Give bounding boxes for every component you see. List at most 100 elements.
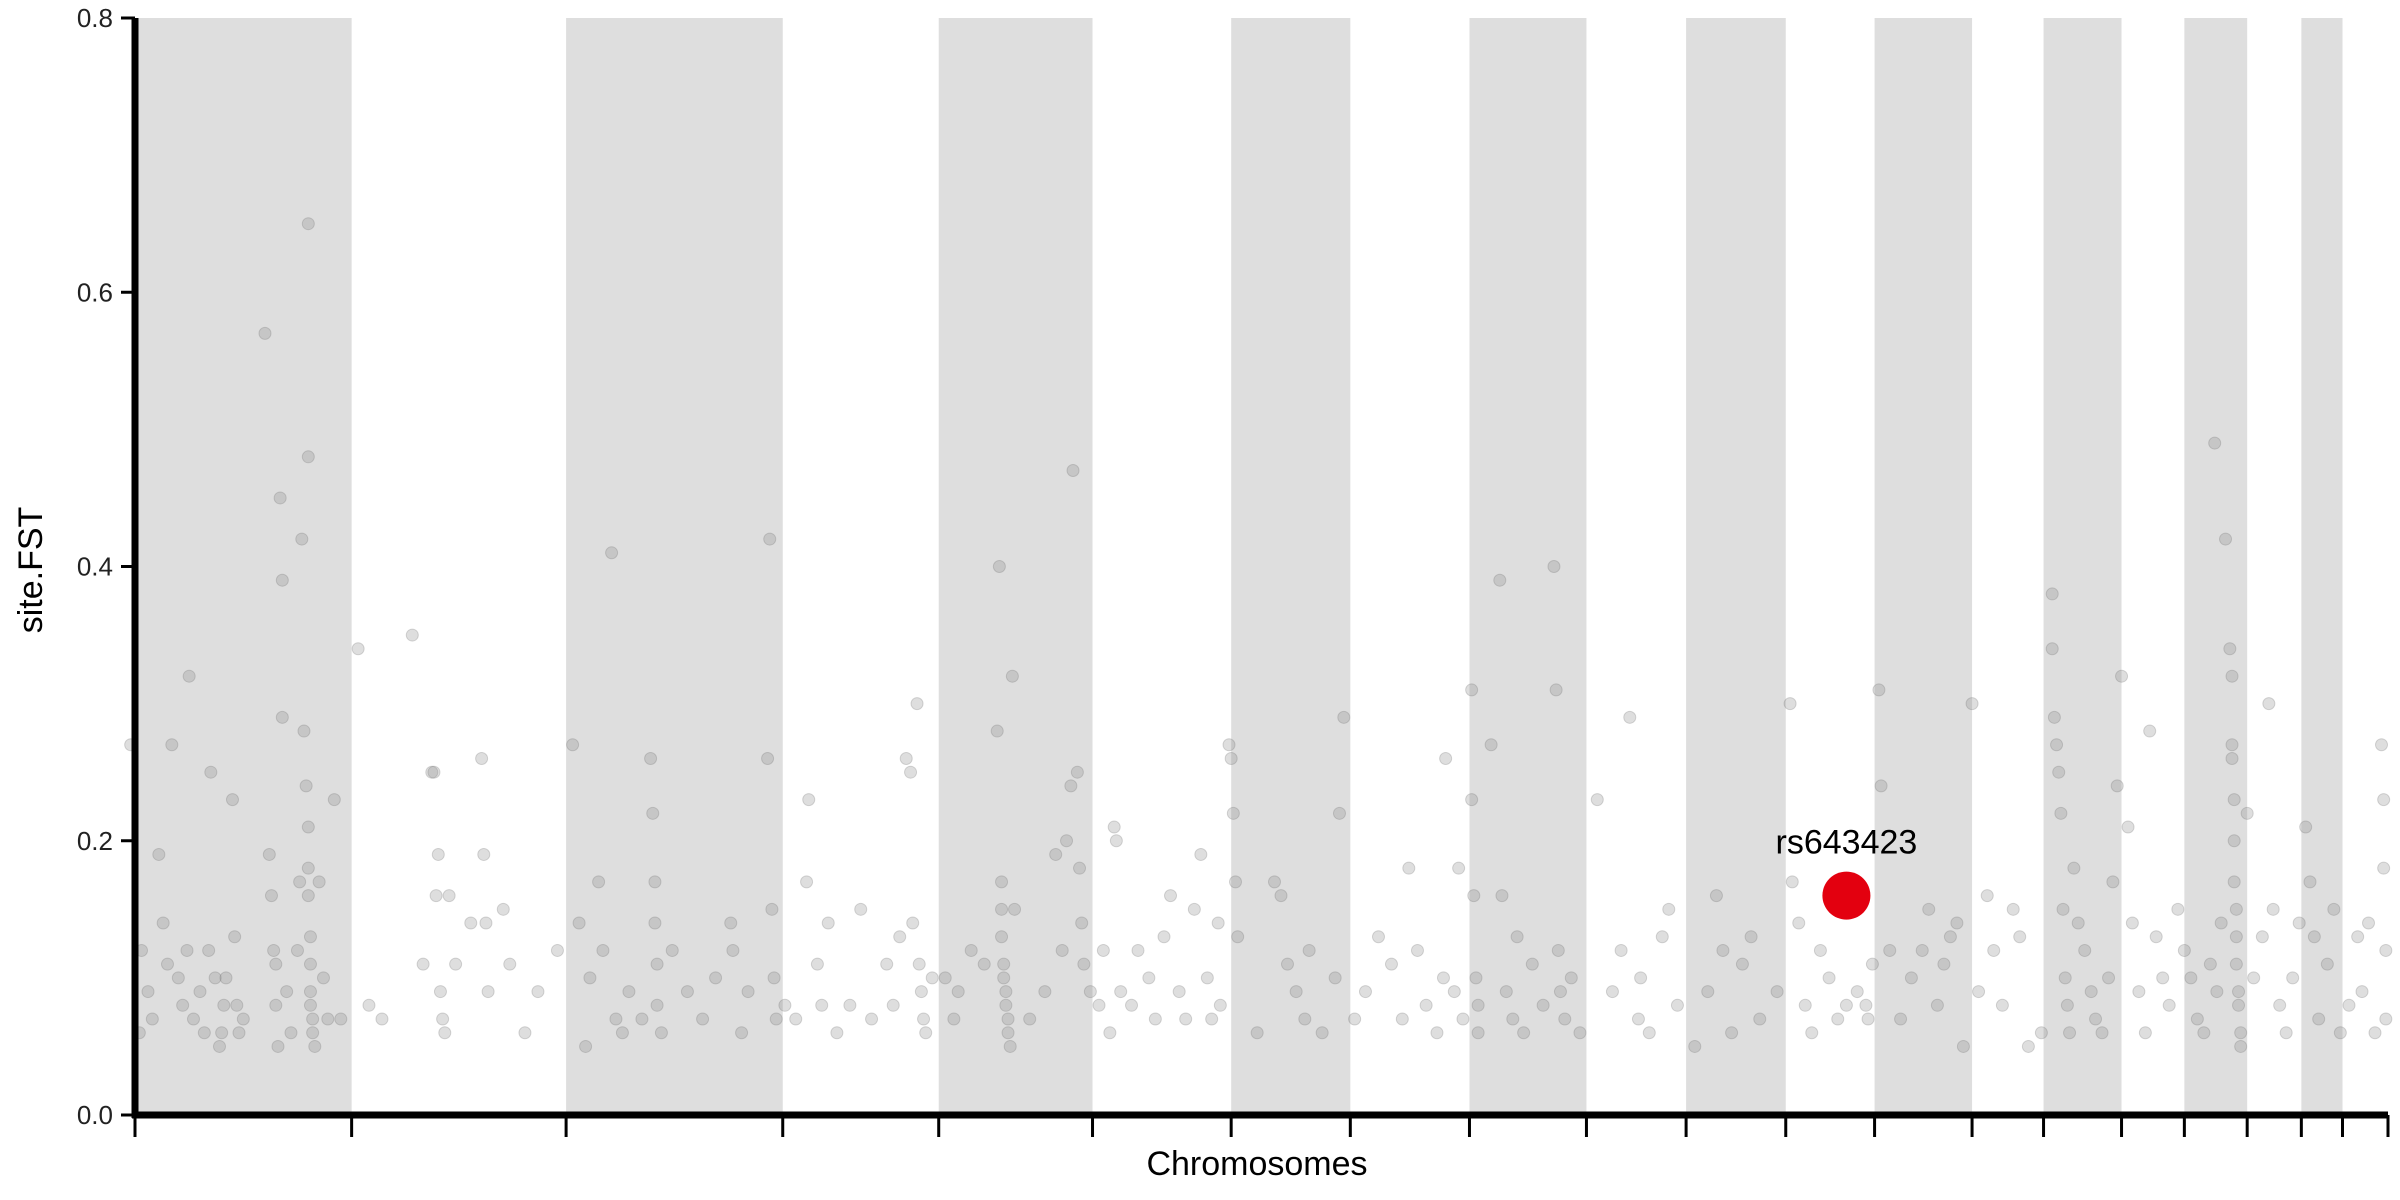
data-point <box>1922 902 1936 916</box>
data-point <box>1410 943 1424 957</box>
data-point <box>1114 985 1128 999</box>
data-point <box>481 985 495 999</box>
data-point <box>1655 930 1669 944</box>
data-point <box>2255 930 2269 944</box>
data-point <box>2307 930 2321 944</box>
data-point <box>219 971 233 985</box>
data-point <box>1107 820 1121 834</box>
data-point <box>1484 738 1498 752</box>
data-point <box>2227 875 2241 889</box>
data-point <box>301 861 315 875</box>
data-point <box>1558 1012 1572 1026</box>
data-point <box>650 957 664 971</box>
data-point <box>271 1039 285 1053</box>
data-point <box>1103 1026 1117 1040</box>
data-point <box>2110 779 2124 793</box>
data-points <box>124 217 2393 1053</box>
data-point <box>893 930 907 944</box>
data-point <box>1250 1026 1264 1040</box>
data-point <box>995 930 1009 944</box>
y-tick-label: 0.6 <box>77 277 113 307</box>
data-point <box>160 957 174 971</box>
data-point <box>186 1012 200 1026</box>
data-point <box>1744 930 1758 944</box>
data-point <box>267 943 281 957</box>
data-point <box>1735 957 1749 971</box>
data-point <box>680 985 694 999</box>
data-point <box>609 1012 623 1026</box>
data-point <box>2292 916 2306 930</box>
data-point <box>301 889 315 903</box>
data-point <box>1194 847 1208 861</box>
data-point <box>280 985 294 999</box>
data-point <box>1337 710 1351 724</box>
data-point <box>2320 957 2334 971</box>
data-point <box>1109 834 1123 848</box>
data-point <box>308 1039 322 1053</box>
data-point <box>1813 943 1827 957</box>
data-point <box>2149 930 2163 944</box>
data-point <box>997 957 1011 971</box>
data-point <box>2333 1026 2347 1040</box>
data-point <box>1943 930 1957 944</box>
data-point <box>236 1012 250 1026</box>
data-point <box>815 998 829 1012</box>
data-point <box>303 985 317 999</box>
data-point <box>204 765 218 779</box>
data-point <box>990 724 1004 738</box>
data-point <box>1200 971 1214 985</box>
data-point <box>735 1026 749 1040</box>
y-axis-title: site.FST <box>12 507 50 634</box>
data-point <box>1038 985 1052 999</box>
data-point <box>1499 985 1513 999</box>
data-point <box>531 985 545 999</box>
data-point <box>269 998 283 1012</box>
chromosome-band <box>2043 18 2122 1115</box>
data-point <box>303 930 317 944</box>
data-point <box>665 943 679 957</box>
data-point <box>1701 985 1715 999</box>
data-point <box>648 916 662 930</box>
data-point <box>724 916 738 930</box>
data-point <box>2351 930 2365 944</box>
data-point <box>2225 751 2239 765</box>
data-point <box>1493 573 1507 587</box>
data-point <box>2225 669 2239 683</box>
data-point <box>299 779 313 793</box>
data-point <box>171 971 185 985</box>
data-point <box>810 957 824 971</box>
data-point <box>1465 683 1479 697</box>
data-point <box>2227 834 2241 848</box>
data-point <box>995 902 1009 916</box>
data-point <box>765 902 779 916</box>
data-point <box>334 1012 348 1026</box>
data-point <box>1302 943 1316 957</box>
data-point <box>2229 957 2243 971</box>
data-point <box>1456 1012 1470 1026</box>
data-point <box>1049 847 1063 861</box>
data-point <box>1987 943 2001 957</box>
data-point <box>2229 902 2243 916</box>
data-point <box>1859 998 1873 1012</box>
data-point <box>1965 697 1979 711</box>
data-point <box>579 1039 593 1053</box>
data-point <box>297 724 311 738</box>
data-point <box>2375 738 2389 752</box>
highlight-point <box>1822 871 1871 920</box>
data-point <box>1469 971 1483 985</box>
data-point <box>1023 1012 1037 1026</box>
data-point <box>904 765 918 779</box>
data-point <box>2006 902 2020 916</box>
data-point <box>2379 943 2393 957</box>
data-point <box>1157 930 1171 944</box>
data-point <box>1315 1026 1329 1040</box>
data-point <box>2312 1012 2326 1026</box>
data-point <box>312 875 326 889</box>
data-point <box>1506 1012 1520 1026</box>
data-point <box>1125 998 1139 1012</box>
data-point <box>1075 916 1089 930</box>
chromosome-band <box>1686 18 1786 1115</box>
data-point <box>1904 971 1918 985</box>
data-point <box>405 628 419 642</box>
data-point <box>1001 1012 1015 1026</box>
